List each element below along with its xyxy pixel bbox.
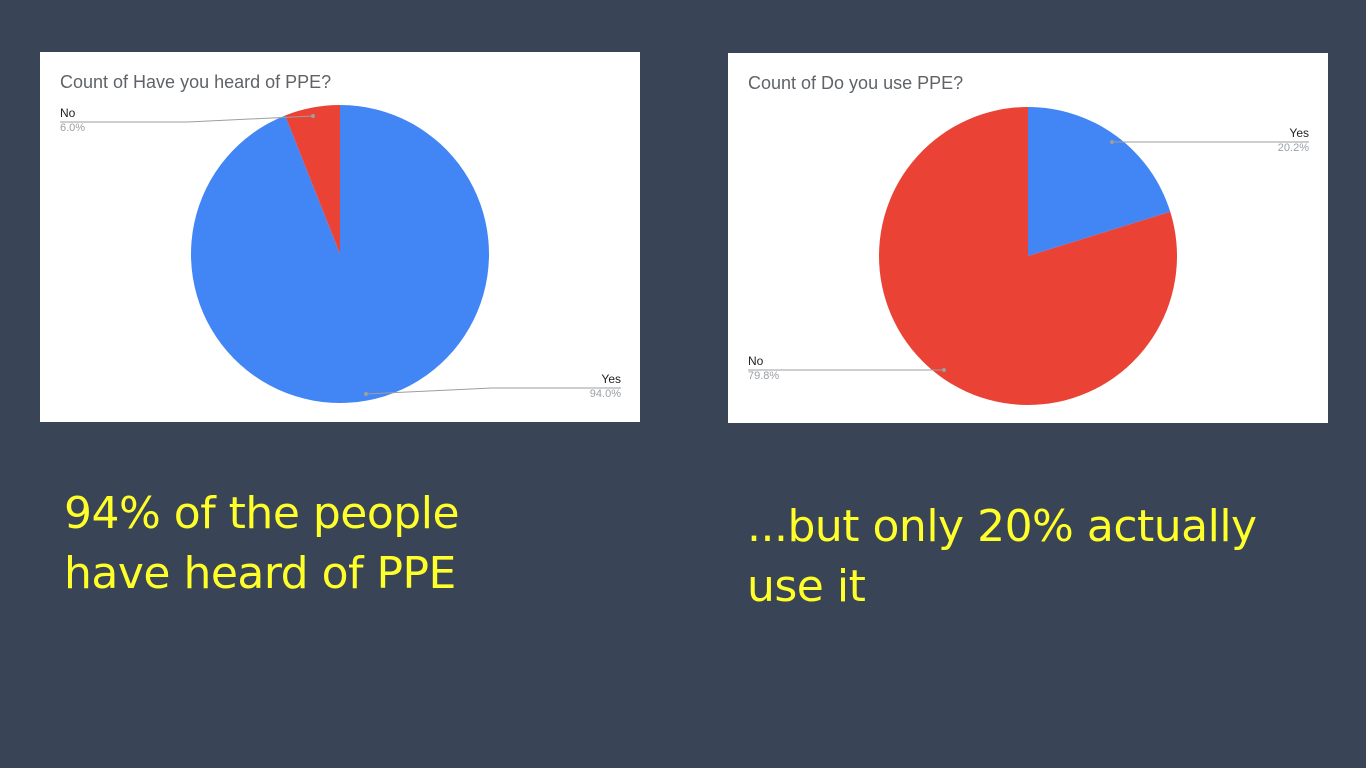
leader-dot: [364, 392, 368, 396]
chart-title: Count of Have you heard of PPE?: [60, 72, 332, 92]
slice-percent-label: 94.0%: [590, 388, 621, 400]
pie-chart-heard-of-ppe: Count of Have you heard of PPE? Yes 94.0%…: [40, 52, 640, 422]
slice-percent-label: 79.8%: [748, 370, 779, 382]
caption-line: have heard of PPE: [64, 548, 456, 599]
caption-use-ppe: ...but only 20% actually use it: [747, 497, 1327, 617]
leader-dot: [942, 368, 946, 372]
slice-label: No: [748, 354, 764, 368]
pie-slice-no: [285, 105, 340, 254]
pie-chart-use-ppe: Count of Do you use PPE? Yes 20.2% No 79.8%: [728, 53, 1328, 423]
pie-svg: Yes 20.2% No 79.8%: [748, 107, 1309, 405]
slice-percent-label: 20.2%: [1278, 142, 1309, 154]
pie-slice-yes: [190, 105, 489, 403]
slice-label: Yes: [601, 372, 621, 386]
pie-slice-no: [879, 107, 1177, 405]
slice-label: Yes: [1289, 126, 1309, 140]
caption-line: ...but only 20% actually: [747, 501, 1257, 552]
slice-label: No: [60, 106, 76, 120]
pie-svg: Yes 94.0% No 6.0%: [60, 105, 621, 403]
pie-slice-yes: [1028, 107, 1171, 256]
leader-dot: [1110, 140, 1114, 144]
caption-line: use it: [747, 561, 866, 612]
leader-dot: [311, 114, 315, 118]
caption-line: 94% of the people: [64, 488, 460, 539]
caption-heard-of-ppe: 94% of the people have heard of PPE: [64, 484, 524, 604]
leader-line: [365, 387, 621, 395]
slice-percent-label: 6.0%: [60, 122, 85, 134]
leader-line: [60, 115, 314, 123]
chart-title: Count of Do you use PPE?: [748, 73, 964, 93]
